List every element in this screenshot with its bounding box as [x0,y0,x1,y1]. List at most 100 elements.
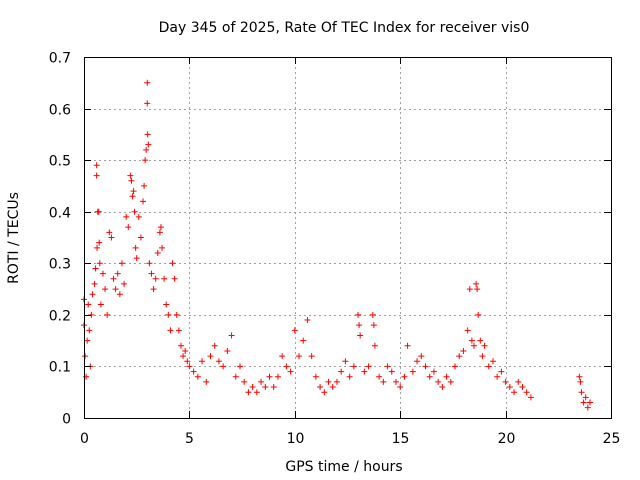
data-point [92,265,99,272]
data-point [346,373,353,380]
data-point [173,311,180,318]
data-point [435,378,442,385]
data-point [304,317,311,324]
data-point [177,342,184,349]
data-point [376,373,383,380]
data-point [409,368,416,375]
data-point [266,373,273,380]
data-point [211,342,218,349]
data-point [163,301,170,308]
y-tick-label: 0.3 [49,257,71,273]
data-point [133,255,140,262]
data-point [154,249,161,256]
data-point [586,399,593,406]
data-point [296,353,303,360]
data-point [422,363,429,370]
data-point [338,368,345,375]
data-point [270,384,277,391]
data-point [401,373,408,380]
data-point [258,378,265,385]
data-point [308,353,315,360]
data-point [143,146,150,153]
data-point [132,244,139,251]
data-point [245,389,252,396]
data-point [144,100,151,107]
data-point [94,244,101,251]
data-point [584,404,591,411]
data-point [127,172,134,179]
data-point [350,363,357,370]
data-point [102,286,109,293]
data-point [468,337,475,344]
data-point [523,389,530,396]
data-point [329,384,336,391]
data-point [112,286,119,293]
data-point [128,177,135,184]
data-point [144,131,151,138]
data-point [577,378,584,385]
data-point [93,162,100,169]
data-point [108,234,115,241]
data-point [220,363,227,370]
data-point [452,363,459,370]
data-point [477,337,484,344]
data-point [578,389,585,396]
data-point [121,280,128,287]
data-point [89,291,96,298]
data-point [106,229,113,236]
data-point [146,260,153,267]
data-point [194,373,201,380]
data-point [186,363,193,370]
data-point [283,363,290,370]
data-point [123,213,130,220]
data-point [157,224,164,231]
data-point [464,327,471,334]
data-point [141,182,148,189]
data-point [321,389,328,396]
data-point [456,353,463,360]
data-point [342,358,349,365]
data-point [84,337,91,344]
data-point [371,342,378,349]
y-tick-label: 0.6 [49,103,71,119]
data-point [148,270,155,277]
data-point [355,311,362,318]
y-tick-label: 0.7 [49,51,71,67]
data-point [466,286,473,293]
data-point [104,311,111,318]
y-tick-label: 0 [62,412,71,428]
data-point [404,342,411,349]
data-point [85,301,92,308]
data-point [95,208,102,215]
data-point [361,368,368,375]
data-point [207,353,214,360]
data-point [224,347,231,354]
data-point [479,353,486,360]
x-tick-label: 20 [498,431,516,447]
data-point [430,368,437,375]
data-point [369,311,376,318]
data-point [86,327,93,334]
data-point [426,373,433,380]
data-point [388,368,395,375]
data-point [82,353,89,360]
data-point [439,384,446,391]
x-tick-label: 0 [80,431,89,447]
data-point [129,193,136,200]
data-point [489,358,496,365]
data-point [576,373,583,380]
data-point [93,172,100,179]
data-point [460,347,467,354]
data-point [215,358,222,365]
data-point [300,337,307,344]
data-point [414,358,421,365]
y-tick-label: 0.5 [49,154,71,170]
x-tick-label: 25 [603,431,621,447]
data-point [203,378,210,385]
data-point [274,373,281,380]
data-point [357,332,364,339]
data-point [169,260,176,267]
y-tick-label: 0.1 [49,360,71,376]
data-point [114,270,121,277]
